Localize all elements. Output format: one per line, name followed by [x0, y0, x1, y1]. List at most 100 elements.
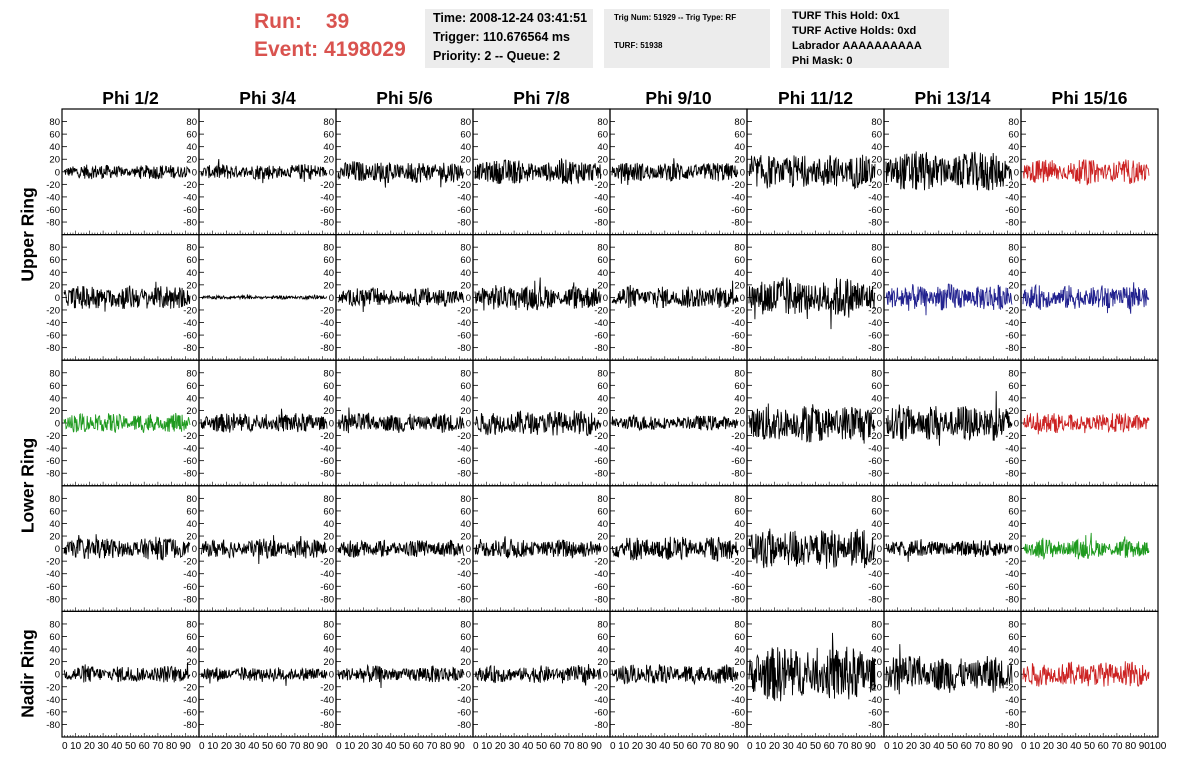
y-tick-label: 0 — [466, 670, 471, 681]
y-tick-label: 80 — [323, 494, 334, 505]
y-tick-label: 0 — [55, 419, 60, 430]
y-tick-label: 0 — [740, 419, 745, 430]
y-tick-label: 60 — [186, 632, 197, 643]
x-tick-label: 100 — [1150, 741, 1167, 752]
x-tick-label: 50 — [399, 741, 411, 752]
y-tick-label: 20 — [186, 280, 197, 291]
y-tick-label: -60 — [457, 456, 471, 467]
x-tick-label: 20 — [1043, 741, 1055, 752]
y-tick-label: -20 — [868, 305, 882, 316]
y-tick-label: -20 — [868, 431, 882, 442]
y-tick-label: 20 — [734, 657, 745, 668]
y-tick-label: -40 — [457, 444, 471, 455]
y-tick-label: 0 — [1014, 293, 1019, 304]
y-tick-label: -40 — [320, 444, 334, 455]
y-tick-label: 40 — [186, 268, 197, 279]
y-tick-label: -40 — [1005, 444, 1019, 455]
y-tick-label: -20 — [457, 305, 471, 316]
y-tick-label: 60 — [49, 130, 60, 141]
column-header-7: Phi 13/14 — [914, 88, 991, 108]
x-tick-label: 40 — [385, 741, 397, 752]
y-tick-label: -80 — [457, 720, 471, 731]
y-tick-label: 60 — [597, 381, 608, 392]
y-tick-label: 80 — [1008, 494, 1019, 505]
run-label-line: Run: 39 — [254, 10, 350, 33]
column-header-5: Phi 9/10 — [645, 88, 712, 108]
y-tick-label: -80 — [868, 218, 882, 229]
y-tick-label: 40 — [734, 519, 745, 530]
y-tick-label: 80 — [871, 368, 882, 379]
event-label-line: Event: 4198029 — [254, 38, 406, 61]
y-tick-label: -80 — [594, 594, 608, 605]
y-tick-label: 80 — [597, 368, 608, 379]
y-tick-label: -40 — [1005, 192, 1019, 203]
y-tick-label: -20 — [1005, 180, 1019, 191]
waveform-trace — [885, 391, 1013, 446]
trigger-text: Trigger: 110.676564 ms — [433, 30, 570, 44]
waveform-trace — [748, 632, 876, 702]
y-tick-label: 80 — [186, 368, 197, 379]
y-tick-label: 0 — [192, 419, 197, 430]
x-tick-label: 30 — [1057, 741, 1069, 752]
y-tick-label: 20 — [1008, 406, 1019, 417]
column-header-4: Phi 7/8 — [513, 88, 570, 108]
y-tick-label: -80 — [183, 594, 197, 605]
y-tick-label: -40 — [46, 192, 60, 203]
y-tick-label: -80 — [46, 720, 60, 731]
y-tick-label: -20 — [731, 557, 745, 568]
waveform-trace — [611, 414, 739, 432]
y-tick-label: -60 — [46, 331, 60, 342]
x-tick-label: 20 — [358, 741, 370, 752]
x-tick-label: 90 — [454, 741, 466, 752]
time-info-box: Time: 2008-12-24 03:41:51 Trigger: 110.6… — [425, 9, 593, 68]
y-tick-label: 20 — [49, 280, 60, 291]
x-tick-label: 0 — [747, 741, 753, 752]
y-tick-label: -40 — [46, 569, 60, 580]
y-tick-label: 20 — [49, 406, 60, 417]
x-tick-label: 20 — [906, 741, 918, 752]
y-tick-label: 60 — [871, 255, 882, 266]
x-tick-label: 30 — [509, 741, 521, 752]
y-tick-label: -40 — [594, 695, 608, 706]
waveform-trace — [337, 663, 465, 689]
y-tick-label: -40 — [183, 569, 197, 580]
y-tick-label: -40 — [46, 318, 60, 329]
y-tick-label: -80 — [1005, 469, 1019, 480]
y-tick-label: 40 — [49, 393, 60, 404]
y-tick-label: -20 — [731, 180, 745, 191]
y-tick-label: 80 — [597, 243, 608, 254]
y-tick-label: -40 — [731, 192, 745, 203]
y-tick-label: -60 — [320, 456, 334, 467]
y-tick-label: 20 — [186, 406, 197, 417]
y-tick-label: 80 — [186, 494, 197, 505]
x-tick-label: 20 — [495, 741, 507, 752]
x-tick-label: 60 — [550, 741, 562, 752]
y-tick-label: -40 — [1005, 695, 1019, 706]
y-tick-label: 40 — [597, 268, 608, 279]
y-tick-label: 20 — [871, 532, 882, 543]
waveform-trace — [337, 407, 465, 434]
waveform-trace — [63, 534, 191, 561]
y-tick-label: 60 — [186, 506, 197, 517]
y-tick-label: -60 — [183, 707, 197, 718]
y-tick-label: 20 — [460, 657, 471, 668]
waveform-trace — [885, 644, 1013, 695]
y-tick-label: 60 — [734, 506, 745, 517]
x-tick-label: 30 — [783, 741, 795, 752]
y-tick-label: -60 — [46, 582, 60, 593]
y-tick-label: -20 — [731, 682, 745, 693]
y-tick-label: 60 — [460, 130, 471, 141]
y-tick-label: 40 — [460, 393, 471, 404]
